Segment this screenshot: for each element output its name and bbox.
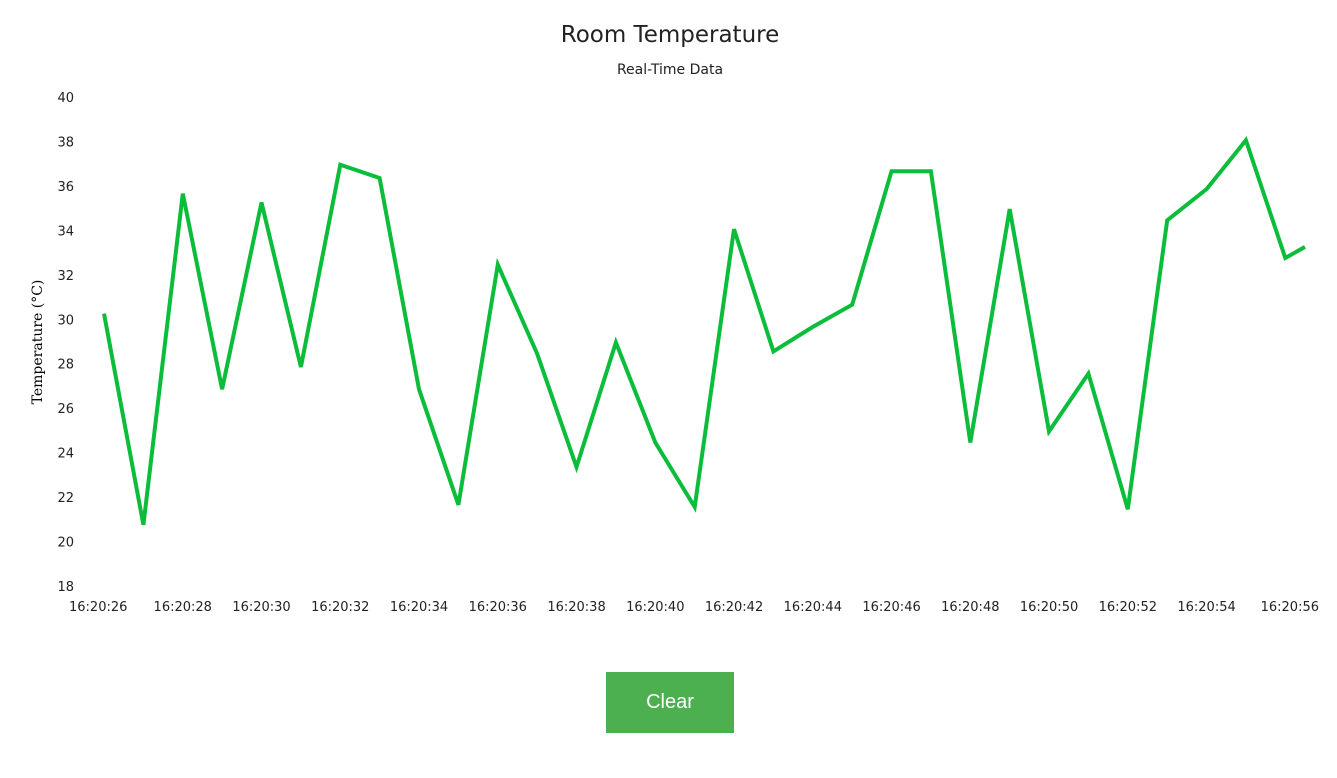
y-tick-label: 36	[57, 180, 74, 195]
data-point	[811, 325, 815, 329]
data-point	[890, 169, 894, 173]
data-point	[417, 387, 421, 391]
data-point	[968, 441, 972, 445]
data-point	[1086, 372, 1090, 376]
data-point	[1303, 245, 1307, 249]
y-tick-label: 22	[57, 491, 74, 506]
x-tick-label: 16:20:42	[705, 600, 763, 615]
x-tick-label: 16:20:40	[626, 600, 684, 615]
data-point	[929, 169, 933, 173]
x-tick-label: 16:20:56	[1261, 600, 1319, 615]
data-point	[338, 163, 342, 167]
data-point	[1047, 429, 1051, 433]
y-tick-label: 32	[57, 269, 74, 284]
data-point	[653, 441, 657, 445]
data-point	[1165, 218, 1169, 222]
data-point	[693, 505, 697, 509]
data-point	[732, 227, 736, 231]
data-point	[496, 263, 500, 267]
y-tick-label: 34	[57, 224, 74, 239]
x-tick-label: 16:20:30	[232, 600, 290, 615]
data-point	[771, 349, 775, 353]
data-point	[1126, 507, 1130, 511]
x-tick-label: 16:20:26	[69, 600, 127, 615]
chart-title: Room Temperature	[561, 22, 780, 48]
data-point	[535, 352, 539, 356]
x-tick-label: 16:20:46	[862, 600, 920, 615]
x-tick-label: 16:20:38	[547, 600, 605, 615]
y-tick-label: 20	[57, 536, 74, 551]
x-axis-ticks: 16:20:26 16:20:28 16:20:30 16:20:32 16:20:34…	[69, 600, 1319, 615]
x-tick-label: 16:20:50	[1020, 600, 1078, 615]
x-tick-label: 16:20:32	[311, 600, 369, 615]
data-point	[299, 365, 303, 369]
y-tick-label: 26	[57, 402, 74, 417]
x-tick-label: 16:20:34	[390, 600, 448, 615]
data-point	[260, 200, 264, 204]
data-point	[1008, 207, 1012, 211]
y-axis-ticks: 18 20 22 24 26 28 30 32 34 36 38 40	[57, 91, 74, 595]
temperature-line	[102, 136, 1306, 526]
y-tick-label: 24	[57, 447, 74, 462]
data-point	[850, 303, 854, 307]
y-tick-label: 28	[57, 358, 74, 373]
data-point	[1205, 187, 1209, 191]
y-tick-label: 18	[57, 580, 74, 595]
data-point	[1283, 256, 1287, 260]
y-tick-label: 38	[57, 135, 74, 150]
y-axis-title: Temperature (°C)	[30, 280, 46, 405]
chart-subtitle: Real-Time Data	[617, 62, 723, 78]
data-point	[220, 387, 224, 391]
clear-button[interactable]: Clear	[606, 672, 734, 733]
temperature-series	[102, 136, 1307, 527]
x-tick-label: 16:20:54	[1177, 600, 1235, 615]
data-point	[1244, 138, 1248, 142]
data-point	[614, 341, 618, 345]
x-tick-label: 16:20:52	[1099, 600, 1157, 615]
y-tick-label: 30	[57, 313, 74, 328]
data-point	[575, 465, 579, 469]
y-tick-label: 40	[57, 91, 74, 106]
x-tick-label: 16:20:28	[154, 600, 212, 615]
x-tick-label: 16:20:48	[941, 600, 999, 615]
x-tick-label: 16:20:44	[784, 600, 842, 615]
temperature-line-chart: Room Temperature Real-Time Data Temperat…	[30, 22, 1319, 615]
data-point	[141, 523, 145, 527]
x-tick-label: 16:20:36	[469, 600, 527, 615]
data-point	[181, 192, 185, 196]
data-point	[456, 503, 460, 507]
data-point	[378, 176, 382, 180]
data-point	[102, 312, 106, 316]
